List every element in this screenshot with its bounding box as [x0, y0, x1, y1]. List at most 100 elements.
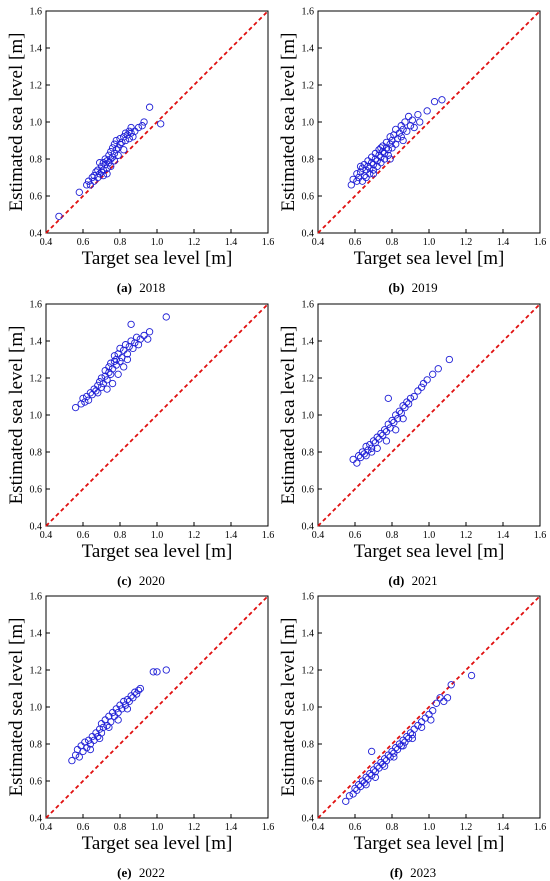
reference-line — [45, 10, 269, 234]
data-point — [110, 157, 119, 165]
caption-letter: (c) — [117, 573, 131, 588]
data-point — [430, 98, 439, 106]
data-point — [127, 337, 135, 345]
x-tick-label: 1.6 — [262, 530, 275, 541]
data-point — [353, 459, 361, 467]
data-point — [84, 177, 93, 185]
data-point — [105, 368, 113, 377]
data-point — [110, 357, 119, 365]
data-point — [134, 123, 143, 132]
data-point — [399, 415, 407, 423]
data-point — [371, 149, 379, 158]
x-tick-label: 1.6 — [262, 822, 275, 833]
data-point — [114, 151, 122, 159]
data-point — [88, 173, 96, 182]
x-tick-label: 1.2 — [188, 822, 201, 833]
x-tick-label: 1.0 — [151, 822, 164, 833]
x-tick-label: 0.8 — [386, 822, 399, 833]
x-tick-label: 0.6 — [349, 530, 362, 541]
data-point — [120, 363, 128, 371]
x-tick-label: 1.4 — [497, 822, 510, 833]
data-point — [414, 387, 422, 395]
data-point — [406, 394, 415, 402]
y-tick-label: 1.6 — [30, 592, 43, 603]
caption-letter: (a) — [117, 280, 132, 295]
y-tick-label: 1.2 — [302, 666, 315, 677]
scatter-panel-2021: 0.4 0.6 0.8 1.0 1.2 1.4 1.6 0.4 0.6 0.8 1.0 1.2 1.4 1… — [278, 300, 546, 589]
scatter-panel-2018: 0.4 0.6 0.8 1.0 1.2 1.4 1.6 0.4 0.6 0.8 1.0 1.2 1.4 1… — [6, 7, 274, 296]
y-tick-label: 1.4 — [302, 337, 315, 348]
data-point — [107, 155, 115, 163]
data-point — [410, 725, 418, 733]
data-point — [371, 773, 379, 781]
y-axis-label: Estimated sea level [m] — [6, 33, 27, 212]
data-point — [429, 370, 437, 378]
data-point — [75, 753, 83, 761]
y-axis-label: Estimated sea level [m] — [6, 326, 27, 505]
data-point — [392, 125, 400, 134]
data-point — [397, 122, 405, 130]
data-point — [94, 166, 102, 174]
data-point — [116, 701, 124, 709]
y-tick-label: 1.0 — [302, 118, 315, 129]
x-tick-label: 0.6 — [77, 530, 90, 541]
data-point — [360, 450, 368, 458]
reference-line — [317, 595, 541, 819]
data-point — [382, 427, 391, 436]
data-point — [369, 170, 378, 178]
data-point — [127, 129, 135, 137]
data-point — [427, 716, 435, 724]
panel-caption: (e) 2022 — [117, 865, 165, 880]
data-point — [145, 103, 154, 111]
data-point — [125, 127, 133, 135]
data-point — [68, 757, 76, 765]
y-tick-label: 0.4 — [30, 522, 43, 533]
data-point — [353, 170, 361, 178]
data-point — [112, 705, 120, 713]
data-point — [123, 350, 132, 358]
data-point — [110, 712, 119, 720]
data-point — [414, 110, 422, 119]
y-tick-label: 0.4 — [302, 229, 315, 240]
data-point — [120, 697, 128, 706]
panel-caption: (f) 2023 — [390, 865, 436, 880]
data-point — [96, 159, 104, 167]
data-point — [99, 159, 108, 167]
data-point — [103, 385, 111, 393]
data-point — [103, 170, 111, 178]
y-tick-label: 1.2 — [30, 81, 43, 92]
data-point — [86, 181, 95, 189]
data-point — [103, 376, 111, 384]
data-point — [134, 686, 143, 694]
data-point — [114, 708, 122, 717]
x-tick-label: 0.6 — [77, 822, 90, 833]
x-tick-label: 1.2 — [460, 822, 473, 833]
data-point — [92, 729, 100, 737]
y-tick-label: 0.6 — [302, 485, 315, 496]
x-tick-label: 1.0 — [423, 530, 436, 541]
data-point — [116, 357, 124, 365]
data-point — [110, 149, 119, 158]
x-tick-label: 1.0 — [423, 822, 436, 833]
y-tick-label: 0.8 — [302, 155, 315, 166]
x-tick-label: 1.0 — [423, 237, 436, 248]
panel-caption: (a) 2018 — [117, 280, 165, 295]
data-point — [392, 426, 400, 434]
caption-letter: (d) — [388, 573, 404, 588]
y-tick-label: 1.6 — [302, 592, 315, 603]
y-tick-label: 0.8 — [302, 448, 315, 459]
x-tick-label: 0.8 — [114, 530, 127, 541]
y-tick-label: 1.6 — [30, 7, 43, 18]
x-tick-label: 1.2 — [188, 530, 201, 541]
data-point — [157, 120, 165, 128]
x-tick-label: 1.6 — [534, 822, 547, 833]
data-point — [386, 140, 394, 148]
data-point — [123, 355, 132, 364]
data-point — [419, 379, 428, 388]
caption-year: 2018 — [136, 280, 165, 295]
x-tick-label: 1.4 — [497, 530, 510, 541]
data-point — [380, 762, 389, 770]
x-tick-label: 0.8 — [114, 822, 127, 833]
data-point — [101, 155, 109, 163]
data-point — [162, 313, 170, 321]
